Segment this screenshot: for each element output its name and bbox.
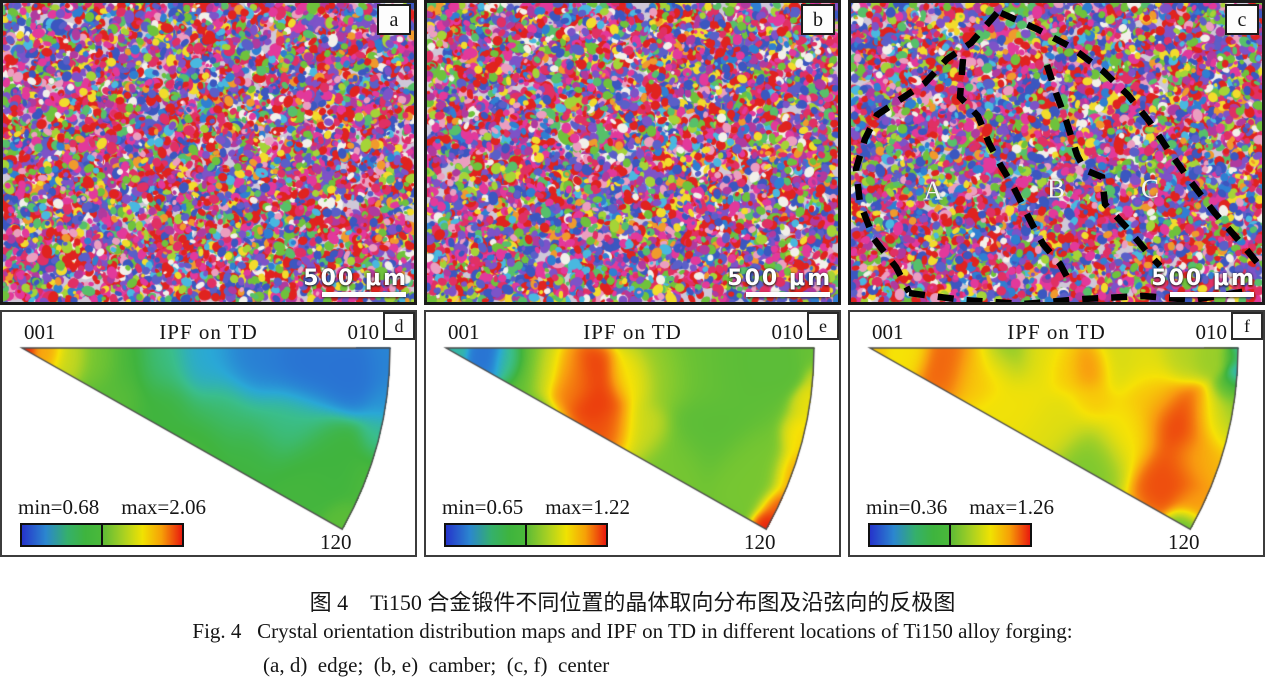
- caption-chinese: 图 4 Ti150 合金锻件不同位置的晶体取向分布图及沿弦向的反极图: [309, 590, 956, 615]
- ipf-corner-001: 001: [872, 320, 904, 344]
- region-boundaries-overlay: [852, 10, 1262, 302]
- panel-letter-badge-b: b: [801, 4, 835, 35]
- region-label-B: B: [1046, 173, 1066, 204]
- panel-letter-badge-e: e: [807, 312, 839, 340]
- caption-english: Fig. 4 Crystal orientation distribution …: [192, 619, 1073, 643]
- ipf-title: IPF on TD: [1007, 320, 1106, 344]
- panel-letter: f: [1244, 316, 1250, 336]
- ipf-colorbar: [20, 523, 184, 547]
- scale-bar-label: 500 μm: [727, 266, 832, 291]
- panel-letter-badge-d: d: [383, 312, 415, 340]
- panel-letter: b: [813, 8, 823, 31]
- panel-letter: a: [389, 8, 399, 31]
- panel-letter-badge-f: f: [1231, 312, 1263, 340]
- scale-bar-line: [1170, 292, 1254, 297]
- ipf-corner-001: 001: [24, 320, 56, 344]
- colorbar-high-half: [950, 525, 1030, 545]
- ipf-corner-001: 001: [448, 320, 480, 344]
- ipf-minmax: min=0.36 max=1.26: [866, 495, 1054, 520]
- ipf-corner-010: 010: [347, 320, 380, 344]
- ipf-min-label: min=0.36: [866, 495, 948, 519]
- ipf-minmax: min=0.68 max=2.06: [18, 495, 206, 520]
- region-label-A: A: [923, 175, 943, 206]
- scale-bar-label: 500 μm: [303, 266, 408, 291]
- ipf-min-label: min=0.65: [442, 495, 524, 519]
- dashed-boundary-left: [852, 10, 1000, 294]
- ebsd-map-b: [427, 3, 838, 302]
- colorbar-high-half: [102, 525, 182, 545]
- panel-letter: d: [394, 316, 404, 336]
- ipf-colorbar: [444, 523, 608, 547]
- ipf-max-label: max=1.22: [545, 495, 631, 519]
- scale-bar-label: 500 μm: [1151, 266, 1256, 291]
- dashed-divider-bc: [1043, 64, 1163, 269]
- colorbar-low-half: [870, 525, 950, 545]
- ipf-wedge-f: [850, 312, 1263, 555]
- ipf-corner-010: 010: [771, 320, 804, 344]
- ipf-corner-120: 120: [320, 530, 352, 554]
- dashed-boundary-right: [999, 10, 1262, 269]
- ebsd-panel-b: 500 μm b: [424, 0, 841, 305]
- ebsd-map-a: [3, 3, 414, 302]
- ipf-minmax: min=0.65 max=1.22: [442, 495, 630, 520]
- ipf-min-label: min=0.68: [18, 495, 100, 519]
- ipf-corner-010: 010: [1195, 320, 1228, 344]
- ipf-wedge-d: [2, 312, 415, 555]
- scale-bar-line: [746, 292, 830, 297]
- panel-letter: c: [1237, 8, 1247, 31]
- caption-locations: (a, d) edge; (b, e) camber; (c, f) cente…: [263, 653, 610, 677]
- colorbar-low-half: [22, 525, 102, 545]
- ebsd-panel-a: 500 μm a: [0, 0, 417, 305]
- panel-letter: e: [819, 316, 827, 336]
- dashed-divider-ab: [956, 58, 1075, 288]
- ebsd-map-c: [851, 3, 1262, 302]
- ipf-max-label: max=1.26: [969, 495, 1055, 519]
- dashed-boundary-bottom: [908, 287, 1248, 302]
- scale-bar-line: [322, 292, 406, 297]
- panel-letter-badge-a: a: [377, 4, 411, 35]
- region-label-C: C: [1140, 173, 1160, 204]
- ipf-colorbar: [868, 523, 1032, 547]
- ebsd-panel-c: A B C 500 μm c: [848, 0, 1265, 305]
- ipf-panel-e: 001 IPF on TD 010 120 min=0.65 max=1.22 …: [424, 310, 841, 557]
- ipf-corner-120: 120: [1168, 530, 1200, 554]
- ipf-title: IPF on TD: [159, 320, 258, 344]
- ipf-corner-120: 120: [744, 530, 776, 554]
- colorbar-high-half: [526, 525, 606, 545]
- panel-letter-badge-c: c: [1225, 4, 1259, 35]
- ipf-panel-d: 001 IPF on TD 010 120 min=0.68 max=2.06 …: [0, 310, 417, 557]
- ipf-wedge-e: [426, 312, 839, 555]
- ipf-panel-f: 001 IPF on TD 010 120 min=0.36 max=1.26 …: [848, 310, 1265, 557]
- colorbar-low-half: [446, 525, 526, 545]
- ipf-max-label: max=2.06: [121, 495, 207, 519]
- ipf-title: IPF on TD: [583, 320, 682, 344]
